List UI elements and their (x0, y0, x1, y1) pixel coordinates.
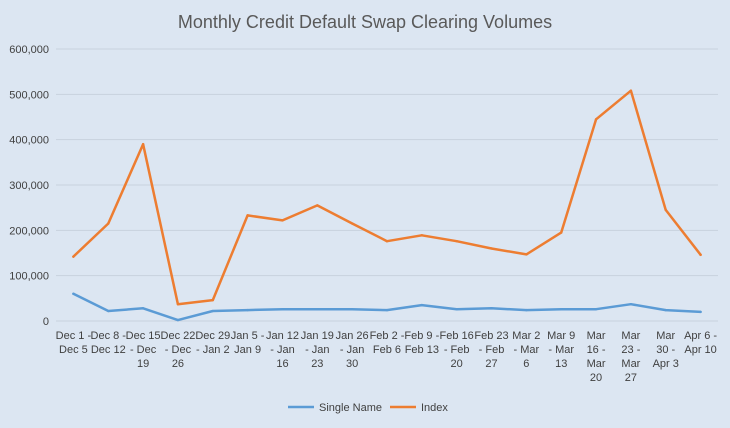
data-point (525, 308, 528, 312)
chart-title: Monthly Credit Default Swap Clearing Vol… (178, 12, 552, 32)
gridlines (56, 48, 718, 322)
x-tick-label: Dec 29- Jan 2 (195, 330, 230, 356)
legend-label: Single Name (319, 402, 382, 414)
data-point (350, 222, 354, 225)
x-tick-label: Mar 23 -Mar 27 (621, 330, 640, 384)
data-point (699, 310, 702, 314)
data-point (385, 240, 389, 243)
y-tick-label: 0 (43, 316, 49, 328)
data-point (316, 308, 319, 311)
data-point (141, 143, 145, 146)
data-point (629, 303, 633, 306)
data-point (420, 303, 424, 307)
y-tick-label: 400,000 (9, 135, 49, 147)
y-tick-label: 300,000 (9, 180, 49, 192)
x-tick-label: Dec 1 -Dec 5 (56, 330, 92, 356)
data-point (211, 309, 214, 313)
data-point (560, 231, 563, 234)
data-point (455, 308, 458, 311)
data-point (525, 253, 528, 256)
x-tick-label: Apr 6 -Apr 10 (684, 330, 717, 356)
y-tick-label: 500,000 (9, 89, 49, 101)
data-point (72, 292, 75, 295)
data-point (385, 308, 389, 312)
x-tick-label: Dec 8 -Dec 12 (91, 330, 127, 356)
data-point (699, 253, 702, 257)
data-point (490, 247, 493, 250)
x-tick-label: Feb 9 -Feb 13 (404, 330, 439, 356)
x-tick-label: Dec 15- Dec 19 (126, 330, 161, 370)
x-tick-label: Feb 16- Feb 20 (440, 330, 474, 370)
data-point (72, 255, 75, 258)
x-tick-label: Feb 2 -Feb 6 (370, 330, 405, 356)
series-line-single-name (72, 292, 702, 322)
data-point (420, 234, 424, 237)
data-point (281, 308, 284, 311)
x-tick-label: Mar 16 -Mar 20 (587, 330, 606, 384)
legend: Single Name Index (288, 402, 448, 414)
y-tick-label: 600,000 (9, 44, 49, 56)
y-axis: 0 100,000 200,000 300,000 400,000 500,000 600,… (9, 44, 49, 328)
data-point (281, 219, 284, 222)
data-point (490, 307, 493, 310)
x-tick-label: Jan 12- Jan 16 (266, 330, 299, 370)
data-point (664, 208, 667, 212)
data-point (246, 308, 249, 312)
series-line-index (72, 89, 702, 306)
data-point (594, 308, 598, 311)
data-point (455, 240, 458, 243)
data-point (350, 308, 354, 311)
data-point (107, 222, 110, 225)
x-tick-label: Jan 5 -Jan 9 (231, 330, 265, 356)
data-point (107, 309, 110, 313)
data-point (664, 308, 667, 312)
data-point (560, 308, 563, 311)
data-point (141, 307, 145, 310)
data-point (246, 214, 249, 217)
data-point (176, 303, 180, 306)
x-tick-label: Mar 30 -Apr 3 (653, 330, 679, 370)
series-lines (72, 89, 702, 322)
x-tick-label: Jan 19- Jan 23 (301, 330, 334, 370)
x-tick-label: Jan 26- Jan 30 (336, 330, 369, 370)
x-tick-label: Mar 9- Mar 13 (547, 330, 575, 370)
y-tick-label: 200,000 (9, 225, 49, 237)
data-point (211, 298, 214, 302)
x-tick-label: Feb 23- Feb 27 (474, 330, 508, 370)
x-tick-label: Mar 2- Mar 6 (512, 330, 540, 370)
data-point (316, 204, 319, 207)
data-point (594, 118, 598, 121)
x-tick-label: Dec 22- Dec 26 (161, 330, 196, 370)
y-tick-label: 100,000 (9, 271, 49, 283)
legend-label: Index (421, 402, 448, 414)
data-point (176, 318, 180, 322)
data-point (629, 89, 633, 92)
